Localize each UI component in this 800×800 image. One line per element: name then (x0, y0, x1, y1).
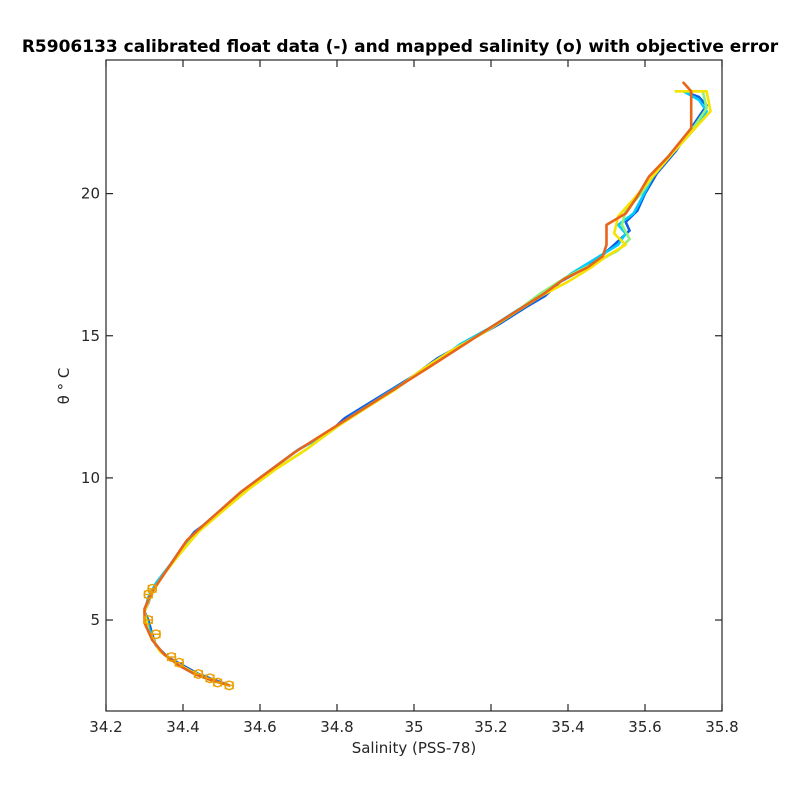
x-tick-label: 35.2 (474, 718, 507, 736)
series-line-1 (143, 90, 708, 687)
y-tick-label: 20 (81, 185, 100, 203)
y-tick-label: 15 (81, 327, 100, 345)
x-tick-label: 35 (404, 718, 423, 736)
mapped-point-3 (143, 615, 154, 625)
series-line-4 (143, 90, 712, 687)
series-layer (143, 81, 712, 687)
y-tick-label: 10 (81, 469, 100, 487)
x-tick-label: 34.2 (89, 718, 122, 736)
mapped-point-10 (224, 680, 235, 691)
y-axis-label: θ ° C (55, 368, 73, 405)
x-tick-label: 34.4 (166, 718, 199, 736)
mapped-point-2 (143, 589, 154, 600)
tick-layer: 34.2 34.4 34.6 34.8 35 35.2 35.4 35.6 35.8 5 10 15 2… (81, 60, 739, 736)
marker-layer (143, 583, 235, 691)
mapped-point-7 (193, 669, 204, 679)
y-tick-label: 5 (90, 611, 100, 629)
series-line-3 (143, 90, 708, 687)
x-tick-label: 35.6 (628, 718, 661, 736)
plot-frame (105, 59, 723, 712)
series-line-2 (143, 90, 708, 687)
x-tick-label: 34.6 (243, 718, 276, 736)
mapped-point-9 (212, 677, 223, 688)
series-line-5 (143, 81, 693, 687)
mapped-point-8 (205, 673, 215, 684)
chart-title: R5906133 calibrated float data (-) and m… (22, 37, 779, 57)
mapped-point-6 (174, 657, 185, 668)
mapped-point-4 (151, 629, 161, 640)
x-tick-label: 34.8 (320, 718, 353, 736)
x-tick-label: 35.4 (551, 718, 584, 736)
x-axis-label: Salinity (PSS-78) (352, 739, 477, 757)
x-tick-label: 35.8 (705, 718, 738, 736)
